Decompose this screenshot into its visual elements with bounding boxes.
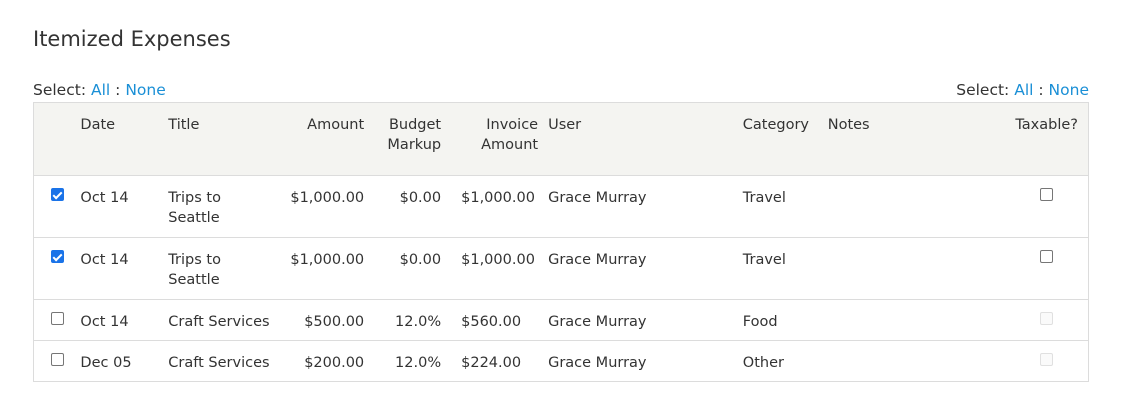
- select-bar-right: Select: All : None: [956, 81, 1089, 99]
- cell-invoice: $224.00: [461, 355, 522, 371]
- select-separator: :: [1038, 81, 1044, 99]
- cell-invoice: $1,000.00: [451, 175, 549, 238]
- cell-date: Oct 14: [80, 237, 169, 300]
- cell-notes: [827, 299, 992, 341]
- table-row: Oct 14 Trips to Seattle $1,000.00 $0.00 $…: [33, 175, 1089, 238]
- cell-user: Grace Murray: [548, 237, 743, 300]
- row-select-checkbox[interactable]: [50, 188, 64, 201]
- cell-title: Craft Services: [168, 355, 270, 371]
- header-select: [33, 102, 81, 176]
- header-budget-markup[interactable]: Budget Markup: [374, 102, 452, 176]
- table-row: Dec 05 Craft Services $200.00 12.0% $224…: [34, 341, 1089, 382]
- cell-user: Grace Murray: [548, 175, 743, 238]
- page-title: Itemized Expenses: [33, 27, 231, 51]
- cell-title-line1: Trips to: [168, 190, 221, 206]
- header-user[interactable]: User: [548, 102, 743, 176]
- cell-category: Food: [742, 299, 828, 341]
- cell-date: Oct 14: [80, 175, 169, 238]
- cell-markup: 12.0%: [395, 355, 442, 371]
- header-amount[interactable]: Amount: [276, 102, 375, 176]
- header-budget-markup-line2: Markup: [387, 137, 442, 153]
- table-header-row: Date Title Amount Budget Markup Invoice …: [33, 102, 1089, 176]
- select-all-link[interactable]: All: [90, 81, 111, 99]
- header-invoice-amount-line1: Invoice: [486, 117, 539, 133]
- header-title[interactable]: Title: [168, 102, 277, 176]
- select-all-taxable-link[interactable]: All: [1014, 81, 1034, 99]
- select-none-taxable-link[interactable]: None: [1048, 81, 1089, 99]
- header-category[interactable]: Category: [742, 102, 828, 176]
- cell-markup: $0.00: [374, 237, 452, 300]
- cell-amount: $200.00: [304, 355, 365, 371]
- cell-category: Other: [742, 355, 784, 371]
- header-invoice-amount-line2: Amount: [481, 137, 539, 153]
- cell-amount: $1,000.00: [276, 237, 375, 300]
- cell-markup: $0.00: [374, 175, 452, 238]
- cell-amount: $1,000.00: [276, 175, 375, 238]
- row-select-checkbox[interactable]: [50, 250, 64, 263]
- cell-title-line2: Seattle: [168, 210, 220, 226]
- select-label: Select:: [33, 81, 87, 99]
- header-taxable[interactable]: Taxable?: [991, 102, 1089, 176]
- cell-notes: [827, 175, 992, 238]
- cell-user: Grace Murray: [548, 299, 743, 341]
- cell-invoice: $560.00: [451, 299, 549, 341]
- cell-notes: [827, 237, 992, 300]
- header-date[interactable]: Date: [80, 102, 169, 176]
- cell-notes: [828, 341, 992, 382]
- taxable-checkbox[interactable]: [1040, 250, 1053, 263]
- cell-date: Oct 14: [80, 299, 169, 341]
- table-row: Oct 14 Trips to Seattle $1,000.00 $0.00 $…: [33, 237, 1089, 300]
- cell-invoice: $1,000.00: [451, 237, 549, 300]
- row-select-checkbox[interactable]: [50, 353, 64, 366]
- header-notes[interactable]: Notes: [827, 102, 992, 176]
- select-bar-left: Select: All : None: [33, 81, 166, 99]
- taxable-checkbox-disabled: [1040, 312, 1053, 325]
- taxable-checkbox-disabled: [1040, 353, 1053, 366]
- cell-category: Travel: [742, 237, 828, 300]
- cell-markup: 12.0%: [374, 299, 452, 341]
- cell-title-line1: Trips to: [168, 252, 221, 268]
- row-select-checkbox[interactable]: [50, 312, 64, 325]
- cell-title: Trips to Seattle: [168, 237, 277, 300]
- taxable-checkbox[interactable]: [1040, 188, 1053, 201]
- cell-category: Travel: [742, 175, 828, 238]
- table-row: Oct 14 Craft Services $500.00 12.0% $560…: [33, 299, 1089, 341]
- cell-date: Dec 05: [80, 355, 132, 371]
- cell-user: Grace Murray: [548, 355, 647, 371]
- select-separator: :: [115, 81, 121, 99]
- header-invoice-amount[interactable]: Invoice Amount: [451, 102, 549, 176]
- header-budget-markup-line1: Budget: [388, 117, 442, 133]
- cell-title-line2: Seattle: [168, 272, 220, 288]
- select-none-link[interactable]: None: [125, 81, 166, 99]
- cell-title: Trips to Seattle: [168, 175, 277, 238]
- cell-title: Craft Services: [168, 299, 277, 341]
- select-label: Select:: [956, 81, 1010, 99]
- expenses-table: Date Title Amount Budget Markup Invoice …: [33, 102, 1089, 382]
- cell-amount: $500.00: [276, 299, 375, 341]
